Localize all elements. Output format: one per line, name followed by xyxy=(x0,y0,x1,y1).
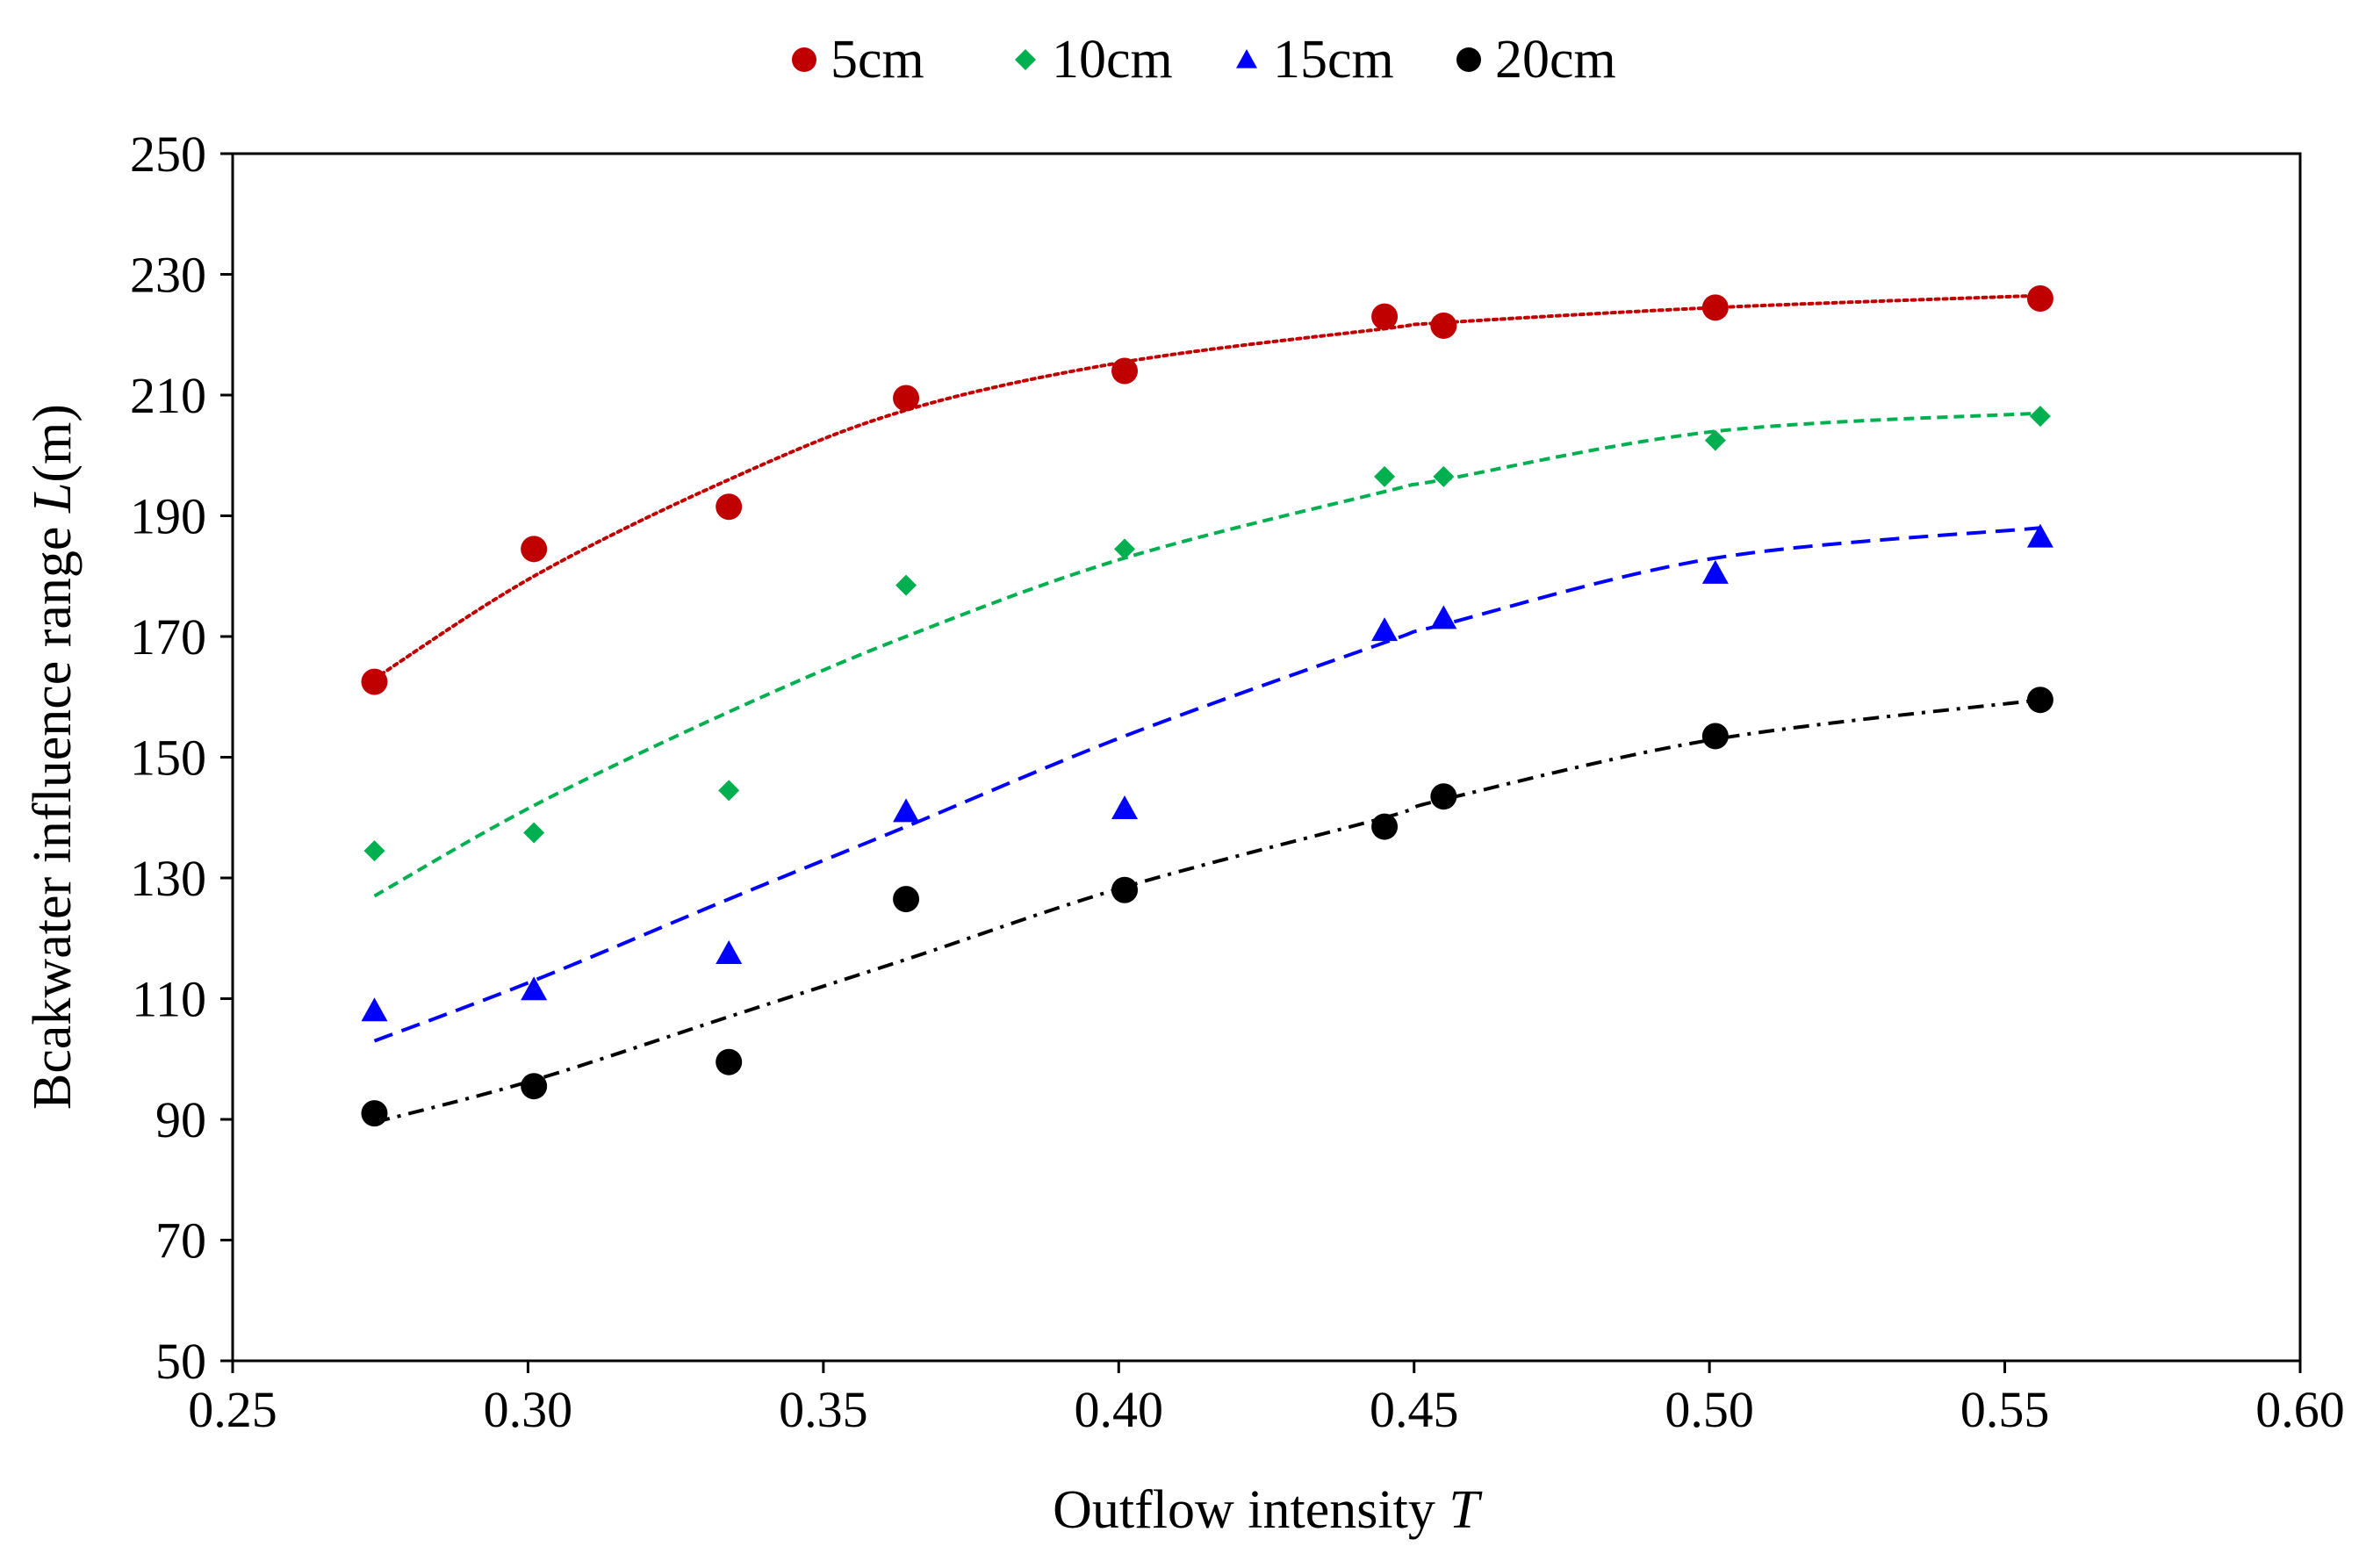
data-points xyxy=(361,285,2053,1127)
point-10cm xyxy=(718,780,740,802)
point-10cm xyxy=(2029,406,2051,428)
point-5cm xyxy=(1111,357,1139,385)
y-tick-label: 130 xyxy=(130,850,206,907)
y-tick-label: 150 xyxy=(130,730,206,787)
point-5cm xyxy=(1430,312,1457,339)
point-20cm xyxy=(2026,687,2053,714)
trend-line-20cm xyxy=(373,698,2041,1125)
point-20cm xyxy=(361,1100,388,1127)
x-tick-label: 0.30 xyxy=(484,1381,573,1438)
legend-label-20cm: 20cm xyxy=(1495,30,1616,90)
point-5cm xyxy=(1371,303,1399,330)
point-10cm xyxy=(1374,465,1396,487)
x-axis: 0.25 0.30 0.35 0.40 0.45 0.50 0.55 0.60 xyxy=(188,1361,2345,1438)
y-axis-label: Bcakwater influence range L(m) xyxy=(23,404,83,1110)
point-10cm xyxy=(1433,465,1455,487)
x-tick-label: 0.45 xyxy=(1370,1381,1459,1438)
y-tick-label: 210 xyxy=(130,367,206,424)
y-tick-label: 230 xyxy=(130,247,206,304)
trend-line-5cm xyxy=(372,293,2042,681)
x-tick-label: 0.25 xyxy=(188,1381,277,1438)
point-5cm xyxy=(2026,285,2053,312)
point-10cm xyxy=(895,574,917,596)
y-tick-label: 50 xyxy=(155,1333,206,1390)
point-5cm xyxy=(893,385,920,412)
x-axis-label: Outflow intensity T xyxy=(1053,1480,1483,1540)
point-10cm xyxy=(1114,538,1136,560)
legend-label-5cm: 5cm xyxy=(831,30,924,90)
point-5cm xyxy=(716,493,743,521)
y-tick-label: 190 xyxy=(130,488,206,545)
y-tick-label: 170 xyxy=(130,608,206,665)
y-tick-label: 70 xyxy=(155,1212,206,1270)
point-15cm xyxy=(1701,559,1729,584)
legend-marker-10cm xyxy=(1015,49,1036,70)
point-20cm xyxy=(1371,813,1399,840)
x-tick-label: 0.55 xyxy=(1960,1381,2050,1438)
x-tick-label: 0.60 xyxy=(2255,1381,2345,1438)
x-tick-label: 0.40 xyxy=(1075,1381,1164,1438)
point-15cm xyxy=(521,976,548,1001)
point-20cm xyxy=(521,1073,548,1100)
y-tick-label: 90 xyxy=(155,1091,206,1148)
point-15cm xyxy=(2026,523,2053,548)
point-15cm xyxy=(1430,605,1457,629)
trend-line-15cm xyxy=(373,526,2041,1043)
point-20cm xyxy=(1111,876,1139,903)
point-15cm xyxy=(1371,617,1399,642)
point-10cm xyxy=(1704,429,1726,451)
legend-marker-15cm xyxy=(1236,49,1257,68)
point-20cm xyxy=(1701,723,1729,750)
legend-marker-20cm xyxy=(1456,47,1481,72)
point-20cm xyxy=(1430,783,1457,810)
point-10cm xyxy=(363,840,385,862)
legend: 5cm 10cm 15cm 20cm xyxy=(792,30,1616,90)
point-15cm xyxy=(893,798,920,823)
y-tick-label: 250 xyxy=(130,126,206,183)
point-15cm xyxy=(361,997,388,1022)
trend-lines xyxy=(372,293,2042,1125)
point-10cm xyxy=(523,822,545,844)
plot-area-frame xyxy=(231,152,2302,1363)
point-15cm xyxy=(716,939,743,964)
point-5cm xyxy=(361,668,388,695)
point-20cm xyxy=(893,886,920,913)
legend-label-10cm: 10cm xyxy=(1052,30,1173,90)
y-axis: 50 70 90 110 130 150 170 190 210 230 250 xyxy=(130,126,233,1390)
legend-marker-5cm xyxy=(792,47,816,72)
point-5cm xyxy=(1701,294,1729,321)
y-tick-label: 110 xyxy=(132,971,206,1028)
point-15cm xyxy=(1111,795,1139,819)
point-5cm xyxy=(521,536,548,563)
x-tick-label: 0.50 xyxy=(1665,1381,1754,1438)
point-20cm xyxy=(716,1048,743,1075)
legend-label-15cm: 15cm xyxy=(1273,30,1394,90)
trend-line-10cm xyxy=(373,411,2041,898)
x-tick-label: 0.35 xyxy=(779,1381,868,1438)
